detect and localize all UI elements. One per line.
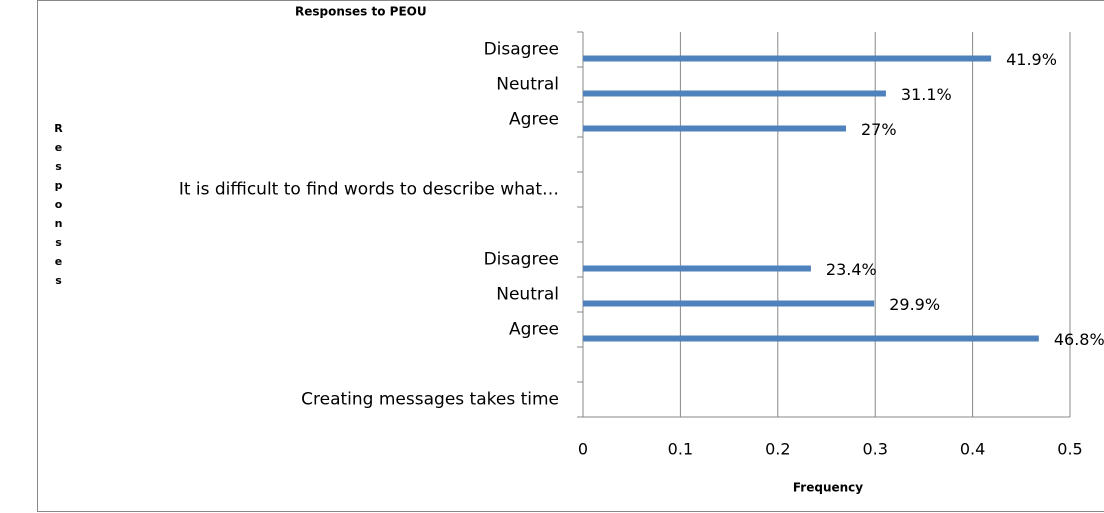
value-label: 46.8% [1054,330,1104,349]
bar [583,300,875,307]
bar [583,335,1039,342]
value-label: 29.9% [889,295,940,314]
x-axis-label: Frequency [793,481,863,495]
y-tick-label: Agree [509,320,559,340]
y-tick-label: Neutral [496,285,559,305]
bar [583,55,992,62]
value-label: 23.4% [826,260,877,279]
x-tick-label: 0 [578,440,588,459]
value-label: 27% [861,120,897,139]
bar [583,125,846,132]
value-label: 41.9% [1006,50,1057,69]
y-tick-label: Disagree [484,40,559,60]
y-tick-label: Disagree [484,250,559,270]
x-tick-label: 0.3 [862,440,887,459]
chart-border [37,0,1104,512]
y-tick-label: It is difficult to find words to describ… [179,180,559,200]
x-tick-label: 0.1 [668,440,693,459]
bar [583,265,811,272]
x-tick-label: 0.2 [765,440,790,459]
x-tick-label: 0.5 [1057,440,1082,459]
y-tick-label: Agree [509,110,559,130]
bar [583,90,886,97]
y-tick-label: Creating messages takes time [301,390,559,410]
y-axis-label: Responses [52,122,65,293]
value-label: 31.1% [901,85,952,104]
x-tick-label: 0.4 [960,440,985,459]
chart-title: Responses to PEOU [295,5,427,19]
y-tick-label: Neutral [496,75,559,95]
